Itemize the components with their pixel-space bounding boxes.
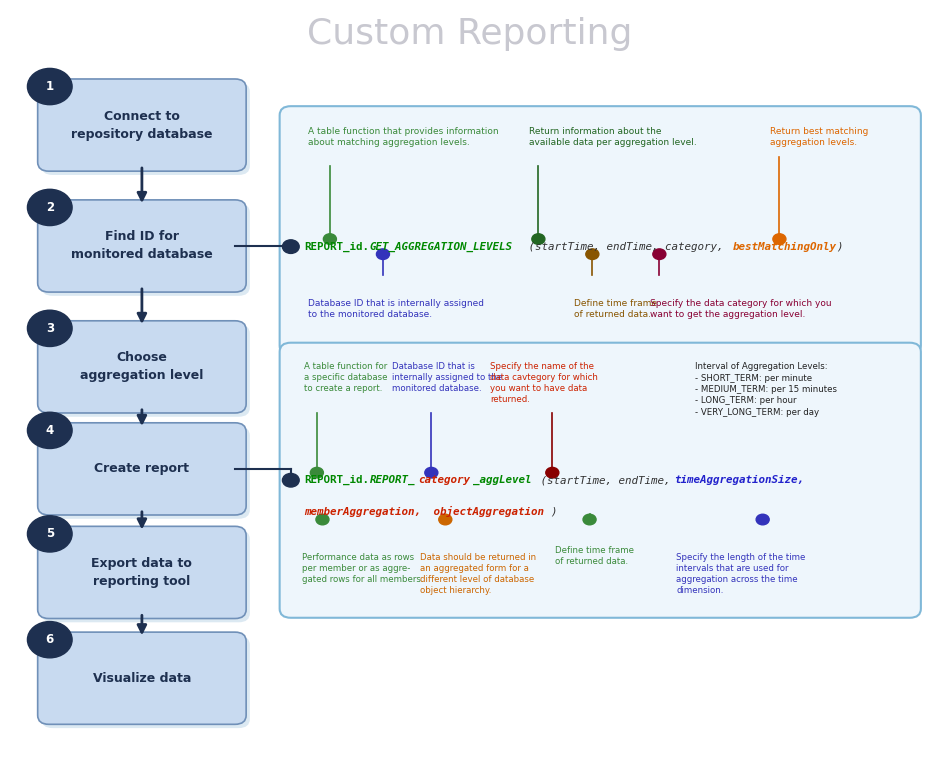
Text: Custom Reporting: Custom Reporting xyxy=(307,18,632,51)
Text: Choose
aggregation level: Choose aggregation level xyxy=(80,351,204,383)
Text: 4: 4 xyxy=(46,424,54,437)
Circle shape xyxy=(586,249,599,260)
Text: Return best matching
aggregation levels.: Return best matching aggregation levels. xyxy=(770,127,869,147)
Text: Specify the name of the
data cavtegory for which
you want to have data
returned.: Specify the name of the data cavtegory f… xyxy=(490,362,598,404)
Circle shape xyxy=(424,468,438,478)
FancyBboxPatch shape xyxy=(41,636,250,728)
Text: Define time frame
of returned data.: Define time frame of returned data. xyxy=(555,545,634,565)
Text: Define time frame
of returned data.: Define time frame of returned data. xyxy=(574,299,656,319)
Text: timeAggregationSize,: timeAggregationSize, xyxy=(674,475,804,485)
Circle shape xyxy=(583,514,596,525)
Text: 6: 6 xyxy=(46,633,54,646)
Text: 2: 2 xyxy=(46,201,54,214)
Text: Interval of Aggregation Levels:
- SHORT_TERM: per minute
- MEDIUM_TERM: per 15 m: Interval of Aggregation Levels: - SHORT_… xyxy=(695,362,837,417)
Circle shape xyxy=(27,189,72,225)
FancyBboxPatch shape xyxy=(38,526,246,619)
FancyBboxPatch shape xyxy=(38,632,246,724)
Text: 1: 1 xyxy=(46,80,54,93)
Text: A table function that provides information
about matching aggregation levels.: A table function that provides informati… xyxy=(309,127,500,147)
Circle shape xyxy=(546,468,559,478)
Circle shape xyxy=(283,240,300,254)
Text: REPORT_id.: REPORT_id. xyxy=(304,475,369,485)
FancyBboxPatch shape xyxy=(38,321,246,413)
Text: Database ID that is
internally assigned to the
monitored database.: Database ID that is internally assigned … xyxy=(393,362,502,393)
Text: Create report: Create report xyxy=(95,462,190,475)
Circle shape xyxy=(323,234,336,244)
Text: Specify the length of the time
intervals that are used for
aggregation across th: Specify the length of the time intervals… xyxy=(676,553,806,595)
Circle shape xyxy=(756,514,769,525)
Text: Export data to
reporting tool: Export data to reporting tool xyxy=(91,557,192,588)
Text: REPORT_: REPORT_ xyxy=(370,475,415,485)
Text: category: category xyxy=(418,475,470,485)
FancyBboxPatch shape xyxy=(38,79,246,171)
Text: Database ID that is internally assigned
to the monitored database.: Database ID that is internally assigned … xyxy=(309,299,485,319)
Circle shape xyxy=(27,310,72,347)
Text: A table function for
a specific database
to create a report.: A table function for a specific database… xyxy=(304,362,388,393)
Text: 3: 3 xyxy=(46,322,54,335)
Text: bestMatchingOnly: bestMatchingOnly xyxy=(732,241,837,251)
Circle shape xyxy=(531,234,545,244)
FancyBboxPatch shape xyxy=(41,83,250,175)
FancyBboxPatch shape xyxy=(41,204,250,296)
Text: Data should be returned in
an aggregated form for a
different level of database
: Data should be returned in an aggregated… xyxy=(420,553,536,595)
Circle shape xyxy=(27,413,72,448)
Text: 5: 5 xyxy=(46,527,54,540)
Text: ): ) xyxy=(837,241,842,251)
FancyBboxPatch shape xyxy=(38,422,246,515)
Circle shape xyxy=(377,249,390,260)
Circle shape xyxy=(316,514,329,525)
Circle shape xyxy=(311,468,323,478)
Text: Specify the data category for which you
want to get the aggregation level.: Specify the data category for which you … xyxy=(650,299,832,319)
Text: Performance data as rows
per member or as aggre-
gated rows for all members.: Performance data as rows per member or a… xyxy=(302,553,423,584)
Circle shape xyxy=(439,514,452,525)
Text: Connect to
repository database: Connect to repository database xyxy=(71,109,212,141)
FancyBboxPatch shape xyxy=(41,426,250,519)
Text: GET_AGGREGATION_LEVELS: GET_AGGREGATION_LEVELS xyxy=(370,241,513,251)
Circle shape xyxy=(283,474,300,487)
FancyBboxPatch shape xyxy=(41,325,250,416)
FancyBboxPatch shape xyxy=(280,106,921,354)
Text: _aggLevel: _aggLevel xyxy=(473,475,531,485)
Circle shape xyxy=(27,516,72,552)
FancyBboxPatch shape xyxy=(280,343,921,618)
Text: Return information about the
available data per aggregation level.: Return information about the available d… xyxy=(529,127,697,147)
FancyBboxPatch shape xyxy=(38,200,246,292)
Text: REPORT_id.: REPORT_id. xyxy=(304,241,369,252)
Circle shape xyxy=(773,234,786,244)
FancyBboxPatch shape xyxy=(41,530,250,623)
Text: objectAggregation: objectAggregation xyxy=(426,507,544,517)
Circle shape xyxy=(27,622,72,658)
Text: Find ID for
monitored database: Find ID for monitored database xyxy=(71,231,213,261)
Text: ): ) xyxy=(550,507,557,517)
Circle shape xyxy=(653,249,666,260)
Text: (startTime, endTime, category,: (startTime, endTime, category, xyxy=(522,241,730,251)
Text: Visualize data: Visualize data xyxy=(93,672,192,685)
Text: memberAggregation,: memberAggregation, xyxy=(304,507,421,517)
Circle shape xyxy=(27,69,72,105)
Text: (startTime, endTime,: (startTime, endTime, xyxy=(533,475,677,485)
